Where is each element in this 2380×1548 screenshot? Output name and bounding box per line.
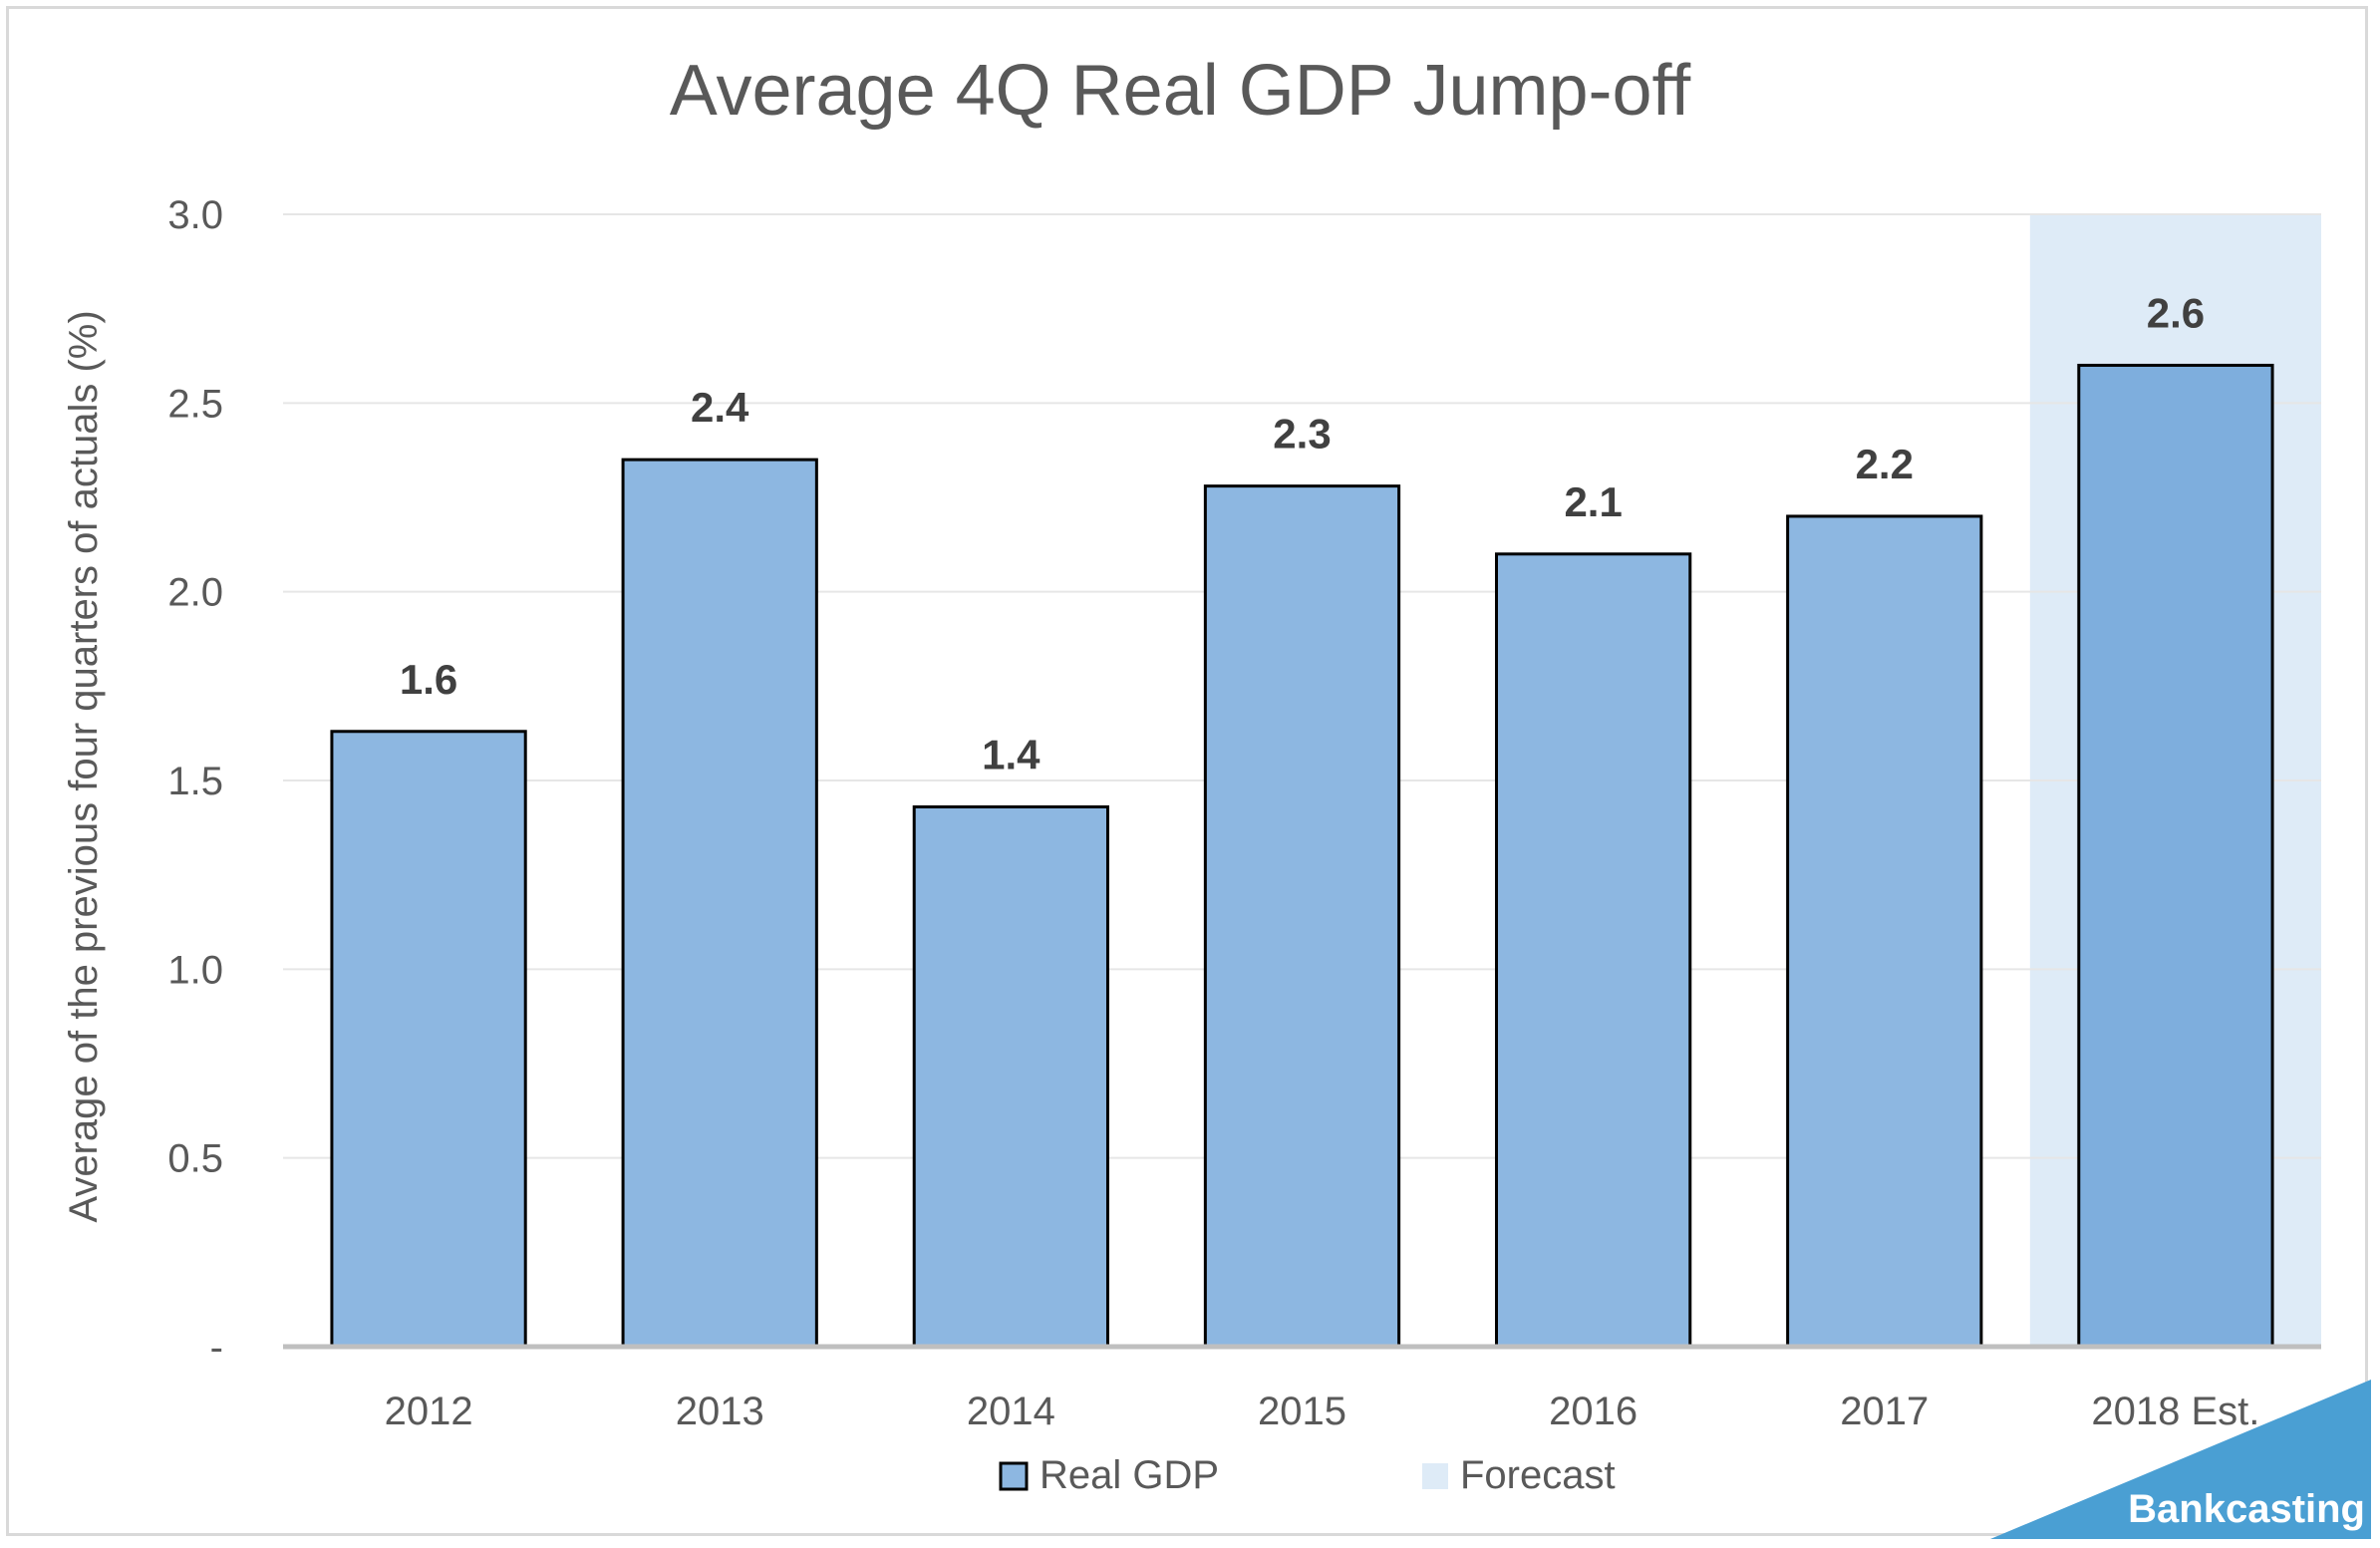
y-tick-label: 2.5	[167, 382, 223, 426]
x-tick-label: 2016	[1549, 1390, 1637, 1433]
data-label: 2.4	[691, 384, 749, 431]
legend-label-real-gdp: Real GDP	[1040, 1453, 1219, 1497]
legend-swatch-real-gdp	[999, 1461, 1029, 1491]
y-tick-label: 2.0	[167, 571, 223, 615]
x-axis-ticks: 2012 2013 2014 2015 2016 2017 2018 Est.	[385, 1390, 2260, 1433]
y-tick-label: 3.0	[167, 193, 223, 237]
y-axis-label: Average of the previous four quarters of…	[62, 310, 106, 1222]
y-tick-label: 0.5	[167, 1137, 223, 1181]
legend-swatch-forecast	[1422, 1463, 1448, 1489]
x-tick-label: 2013	[676, 1390, 764, 1433]
bar	[2077, 363, 2274, 1349]
x-tick-label: 2014	[967, 1390, 1055, 1433]
data-labels: 1.6 2.4 1.4 2.3 2.1 2.2 2.6	[400, 289, 2205, 777]
bar	[621, 458, 818, 1349]
y-tick-label: -	[210, 1326, 223, 1370]
y-tick-label: 1.5	[167, 760, 223, 803]
data-label: 2.1	[1564, 478, 1622, 525]
brand-logo: Bankcasting	[1990, 1380, 2371, 1539]
brand-triangle	[1990, 1380, 2371, 1539]
bar	[330, 730, 527, 1349]
brand-text: Bankcasting	[2128, 1487, 2365, 1531]
data-label: 2.6	[2147, 289, 2205, 336]
data-label: 2.3	[1273, 411, 1331, 458]
bar	[912, 805, 1109, 1349]
bar	[1786, 514, 1983, 1349]
chart-svg: Average 4Q Real GDP Jump-off - 0.5 1.0 1.5 2…	[62, 51, 2371, 1539]
bars	[330, 363, 2274, 1349]
legend-label-forecast: Forecast	[1460, 1453, 1616, 1497]
bar	[1495, 552, 1692, 1349]
bar	[1203, 484, 1401, 1349]
chart-frame: Average 4Q Real GDP Jump-off - 0.5 1.0 1.5 2…	[6, 6, 2371, 1539]
x-tick-label: 2012	[385, 1390, 473, 1433]
y-tick-label: 1.0	[167, 948, 223, 992]
chart-title: Average 4Q Real GDP Jump-off	[670, 51, 1692, 131]
legend: Real GDP Forecast	[999, 1453, 1616, 1497]
y-axis-ticks: - 0.5 1.0 1.5 2.0 2.5 3.0	[167, 193, 223, 1370]
data-label: 1.4	[982, 732, 1041, 778]
x-tick-label: 2015	[1258, 1390, 1346, 1433]
data-label: 1.6	[400, 656, 457, 703]
x-tick-label: 2017	[1840, 1390, 1929, 1433]
data-label: 2.2	[1856, 441, 1914, 487]
x-tick-label: 2018 Est.	[2091, 1390, 2259, 1433]
